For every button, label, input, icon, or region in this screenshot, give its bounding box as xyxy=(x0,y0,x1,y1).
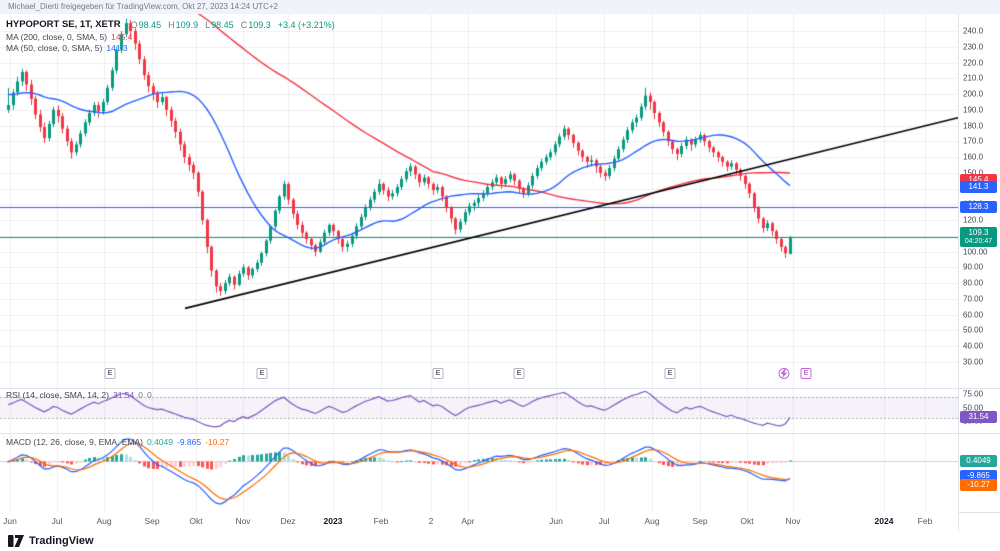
ma50-legend-label[interactable]: MA (50, close, 0, SMA, 5) xyxy=(6,42,103,53)
macd-legend-label[interactable]: MACD (12, 26, close, 9, EMA, EMA) xyxy=(6,436,143,447)
time-axis-month-label: Sep xyxy=(692,516,708,526)
earnings-marker[interactable]: E xyxy=(104,368,116,379)
ma50-legend-value: 141.3 xyxy=(106,42,128,53)
price-tick-label: 100.00 xyxy=(963,247,988,257)
time-axis-year-label: 2023 xyxy=(323,516,343,526)
price-tick-label: 70.00 xyxy=(963,294,984,304)
time-axis-month-label: Aug xyxy=(96,516,112,526)
bottom-bar: TradingView xyxy=(0,531,1000,551)
last-price-badge: 109.3 04:20:47 xyxy=(960,226,997,247)
rsi-legend-label[interactable]: RSI (14, close, SMA, 14, 2) xyxy=(6,389,109,400)
macd-line-value: -9.865 xyxy=(176,436,202,447)
time-axis-month-label: Okt xyxy=(740,516,754,526)
pane-separator-main-rsi[interactable] xyxy=(0,388,1000,389)
ohlc-close: C109.3 xyxy=(240,19,271,30)
price-tick-label: 200.0 xyxy=(963,89,984,99)
price-tick-label: 190.0 xyxy=(963,105,984,115)
ma200-legend-label[interactable]: MA (200, close, 0, SMA, 5) xyxy=(6,31,108,42)
ma50-price-badge: 141.3 xyxy=(960,180,997,193)
time-axis-month-label: Okt xyxy=(189,516,203,526)
earnings-marker[interactable]: E xyxy=(513,368,525,379)
time-axis-month-label: Sep xyxy=(144,516,160,526)
symbol-title[interactable]: HYPOPORT SE, 1T, XETR xyxy=(6,19,121,30)
upcoming-event-lightning-icon[interactable] xyxy=(778,368,790,379)
time-axis-month-label: Jul xyxy=(598,516,610,526)
price-tick-label: 90.00 xyxy=(963,262,984,272)
rsi-tick-label: 50.00 xyxy=(963,403,984,412)
price-tick-label: 120.0 xyxy=(963,215,984,225)
time-axis-month-label: 2 xyxy=(428,516,434,526)
hline-price-badge: 128.3 xyxy=(960,201,997,214)
chart-canvas[interactable] xyxy=(0,14,958,512)
attribution-bar: Michael_Dierti freigegeben für TradingVi… xyxy=(0,0,1000,14)
earnings-marker[interactable]: E xyxy=(664,368,676,379)
time-axis-month-label: Nov xyxy=(235,516,251,526)
tradingview-logo-icon[interactable] xyxy=(8,535,24,547)
change-value: +3.4 (+3.21%) xyxy=(277,19,335,30)
pane-separator-rsi-macd[interactable] xyxy=(0,433,1000,434)
macd-signal-value: -10.27 xyxy=(205,436,230,447)
macd-hist-value: 0.4049 xyxy=(146,436,173,447)
time-axis-month-label: Jun xyxy=(549,516,563,526)
ohlc-high: H109.9 xyxy=(168,19,199,30)
price-tick-label: 30.00 xyxy=(963,357,984,367)
price-tick-label: 50.00 xyxy=(963,325,984,335)
bar-countdown: 04:20:47 xyxy=(964,237,993,245)
price-axis-border xyxy=(958,14,959,531)
time-axis-month-label: Aug xyxy=(644,516,660,526)
price-tick-label: 150.0 xyxy=(963,168,984,178)
price-tick-label: 230.0 xyxy=(963,42,984,52)
time-axis-month-label: Jun xyxy=(3,516,17,526)
rsi-legend: RSI (14, close, SMA, 14, 2) 31.54 0 0 xyxy=(6,389,152,400)
upcoming-earnings-marker[interactable]: E xyxy=(800,368,812,379)
macd-signal-badge: -10.27 xyxy=(960,478,997,491)
price-tick-label: 80.00 xyxy=(963,278,984,288)
rsi-legend-value: 31.54 xyxy=(112,389,135,400)
time-axis-month-label: Apr xyxy=(461,516,475,526)
price-axis[interactable]: 145.4 141.3 128.3 109.3 04:20:47 31.54 0… xyxy=(959,14,1000,512)
price-tick-label: 220.0 xyxy=(963,58,984,68)
macd-legend: MACD (12, 26, close, 9, EMA, EMA) 0.4049… xyxy=(6,436,229,447)
time-axis-month-label: Jul xyxy=(51,516,63,526)
rsi-legend-extra-2: 0 xyxy=(147,389,152,400)
ohlc-open: O98.45 xyxy=(130,19,162,30)
tradingview-wordmark[interactable]: TradingView xyxy=(29,535,94,547)
rsi-tick-label: 75.00 xyxy=(963,389,984,399)
rsi-value-badge: 31.54 xyxy=(960,411,997,424)
price-tick-label: 240.0 xyxy=(963,26,984,36)
main-chart-legend: HYPOPORT SE, 1T, XETR O98.45 H109.9 L98.… xyxy=(6,18,338,53)
price-tick-label: 180.0 xyxy=(963,121,984,131)
macd-hist-badge: 0.4049 xyxy=(960,454,997,467)
earnings-marker[interactable]: E xyxy=(432,368,444,379)
ma200-legend-value: 145.4 xyxy=(111,31,133,42)
time-axis-month-label: Dez xyxy=(280,516,296,526)
price-tick-label: 160.0 xyxy=(963,152,984,162)
attribution-text: Michael_Dierti freigegeben für TradingVi… xyxy=(8,2,278,11)
time-axis-month-label: Nov xyxy=(785,516,801,526)
rsi-legend-extra-1: 0 xyxy=(138,389,143,400)
time-axis[interactable]: Jun Jul Aug Sep Okt Nov Dez 2023 Feb 2 Apr Jun Jul Au… xyxy=(0,512,958,531)
price-tick-label: 170.0 xyxy=(963,136,984,146)
price-tick-label: 210.0 xyxy=(963,73,984,83)
price-tick-label: 60.00 xyxy=(963,310,984,320)
time-axis-year-label: 2024 xyxy=(874,516,894,526)
earnings-marker[interactable]: E xyxy=(256,368,268,379)
ohlc-low: L98.45 xyxy=(205,19,234,30)
last-price-value: 109.3 xyxy=(968,227,989,237)
time-axis-month-label: Feb xyxy=(373,516,389,526)
price-tick-label: 40.00 xyxy=(963,341,984,351)
time-axis-month-label: Feb xyxy=(917,516,933,526)
